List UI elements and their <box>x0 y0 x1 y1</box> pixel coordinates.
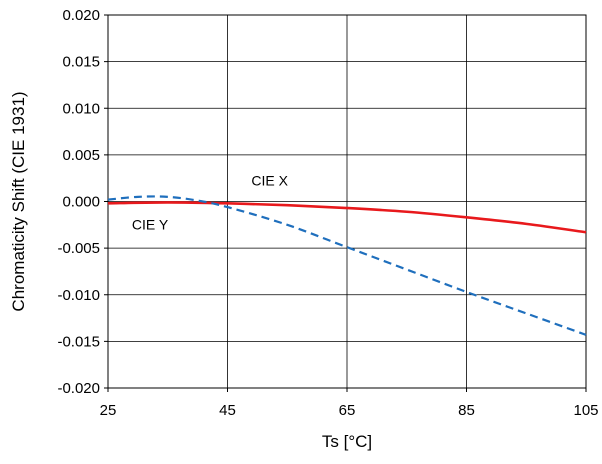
x-axis-tick-labels: 25 45 65 85 105 <box>100 402 599 419</box>
x-tick-label: 105 <box>573 402 598 419</box>
x-tick-label: 85 <box>458 402 475 419</box>
y-tick-label: -0.020 <box>57 380 100 397</box>
series-line-cie-y <box>107 195 587 336</box>
x-tick-label: 25 <box>100 402 117 419</box>
series-label-cie-y: CIE Y <box>132 216 169 232</box>
y-axis-tick-labels: 0.020 0.015 0.010 0.005 0.000 -0.005 -0.010 -0.… <box>57 7 100 397</box>
y-tick-label: -0.010 <box>57 287 100 304</box>
y-tick-label: -0.015 <box>57 333 100 350</box>
y-tick-label: 0.010 <box>62 100 100 117</box>
y-tick-label: 0.000 <box>62 194 100 211</box>
series-labels: CIE X CIE Y <box>132 173 289 233</box>
x-tick-label: 45 <box>219 402 236 419</box>
y-tick-label: 0.020 <box>62 7 100 24</box>
series-line-cie-x <box>107 201 587 234</box>
series-label-cie-x: CIE X <box>251 173 288 189</box>
y-axis-title: Chromaticity Shift (CIE 1931) <box>9 91 28 311</box>
y-tick-label: 0.015 <box>62 54 100 71</box>
x-axis-title: Ts [°C] <box>322 432 372 451</box>
y-tick-label: -0.005 <box>57 240 100 257</box>
x-tick-label: 65 <box>339 402 356 419</box>
y-tick-label: 0.005 <box>62 147 100 164</box>
plot-area-frame <box>107 14 587 389</box>
data-series <box>107 195 587 336</box>
